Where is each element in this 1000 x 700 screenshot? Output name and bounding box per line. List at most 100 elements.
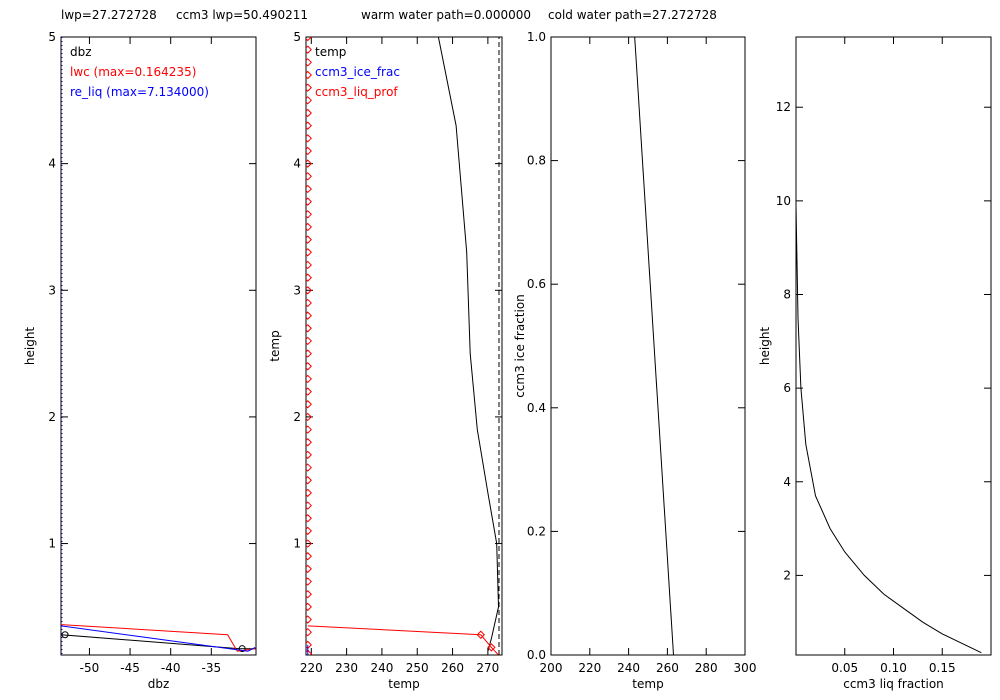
- series-4-1: [796, 205, 982, 654]
- panel-1-plot-area: [61, 37, 256, 655]
- legend-entry-2: temp: [315, 45, 346, 59]
- data-marker: [306, 235, 312, 244]
- series-re-liq-max-7-134000-: [61, 625, 256, 652]
- y-tick-label-1: 1: [48, 537, 56, 551]
- data-marker: [306, 349, 312, 358]
- y-axis-label-3: ccm3 ice fraction: [513, 294, 527, 398]
- header-warm-water-path: warm water path=0.000000: [361, 8, 531, 22]
- data-marker: [306, 248, 312, 257]
- data-marker: [306, 627, 312, 637]
- y-tick-label-2: 2: [293, 410, 301, 424]
- data-marker: [306, 146, 312, 156]
- data-marker: [306, 37, 312, 42]
- x-tick-label-4: 0.15: [929, 661, 956, 675]
- y-tick-label-1: 5: [48, 30, 56, 44]
- y-tick-label-4: 8: [783, 288, 791, 302]
- y-tick-label-3: 0.0: [527, 648, 546, 662]
- header-cold-water-path: cold water path=27.272728: [548, 8, 717, 22]
- x-tick-label-4: 0.10: [880, 661, 907, 675]
- data-marker: [306, 552, 312, 561]
- data-marker: [306, 374, 312, 384]
- data-marker: [306, 108, 312, 118]
- y-axis-label-1: height: [23, 327, 37, 366]
- data-marker: [306, 425, 312, 434]
- x-axis-label-1: dbz: [148, 677, 170, 691]
- data-marker: [306, 336, 312, 346]
- data-marker: [306, 298, 312, 308]
- y-tick-label-4: 4: [783, 475, 791, 489]
- data-marker: [306, 159, 312, 168]
- data-marker: [306, 514, 312, 523]
- y-tick-label-4: 2: [783, 568, 791, 582]
- y-tick-label-3: 0.8: [527, 154, 546, 168]
- data-marker: [306, 260, 312, 270]
- data-marker: [306, 387, 312, 396]
- x-tick-label-2: 260: [441, 661, 464, 675]
- y-tick-label-4: 6: [783, 381, 791, 395]
- data-marker: [306, 463, 312, 472]
- series-lwc-max-0-164235-: [61, 624, 256, 652]
- data-marker: [306, 362, 312, 371]
- data-marker: [306, 121, 312, 130]
- y-tick-label-4: 10: [776, 194, 791, 208]
- legend-entry-2: ccm3_liq_prof: [315, 85, 398, 99]
- data-marker: [306, 539, 312, 548]
- x-tick-label-1: -40: [161, 661, 181, 675]
- x-tick-label-2: 230: [335, 661, 358, 675]
- x-tick-label-2: 250: [406, 661, 429, 675]
- y-tick-label-3: 0.6: [527, 277, 546, 291]
- panel-3-frame: [550, 36, 746, 656]
- header-ccm3-lwp: ccm3 lwp=50.490211: [176, 8, 309, 22]
- data-marker: [306, 324, 312, 333]
- y-axis-label-2: temp: [268, 330, 282, 361]
- data-marker: [306, 564, 312, 574]
- series-dbz: [61, 634, 256, 650]
- legend-entry-1: re_liq (max=7.134000): [70, 85, 209, 99]
- data-marker: [306, 134, 312, 143]
- data-marker: [306, 438, 312, 447]
- data-marker: [306, 450, 312, 460]
- y-tick-label-2: 3: [293, 283, 301, 297]
- chart-panel-4: 0.05 0.10 0.15 2 4 6 8 10 12 ccm3 liq fraction hei…: [758, 36, 992, 691]
- data-marker: [238, 645, 246, 653]
- panel-3-plot-area: [634, 37, 674, 655]
- chart-panel-2: 220 230 240 250 260 270 1 2 3 4 5 temp temp temp ccm3_…: [268, 30, 503, 691]
- y-tick-label-2: 1: [293, 537, 301, 551]
- data-marker: [306, 526, 312, 536]
- panel-2-plot-area: [306, 37, 500, 655]
- legend-entry-2: ccm3_ice_frac: [315, 65, 400, 79]
- data-marker: [306, 197, 312, 206]
- panel-4-frame: [795, 36, 992, 656]
- chart-panel-1: -50 -45 -40 -35 1 2 3 4 5 dbz height dbz lwc (max=0.…: [23, 30, 257, 691]
- y-tick-label-3: 1.0: [527, 30, 546, 44]
- data-marker: [306, 70, 312, 80]
- x-tick-label-1: -50: [80, 661, 100, 675]
- data-marker: [306, 222, 312, 232]
- x-tick-label-2: 220: [300, 661, 323, 675]
- data-marker: [306, 400, 312, 409]
- data-marker: [306, 286, 312, 295]
- y-axis-label-4: height: [758, 327, 772, 366]
- data-marker: [306, 476, 312, 485]
- data-marker: [306, 615, 312, 624]
- data-marker: [487, 643, 496, 652]
- y-tick-label-1: 2: [48, 410, 56, 424]
- x-tick-label-3: 220: [578, 661, 601, 675]
- data-marker: [306, 649, 312, 655]
- x-axis-label-4: ccm3 liq fraction: [843, 677, 944, 691]
- data-marker: [61, 631, 69, 639]
- x-tick-label-3: 280: [695, 661, 718, 675]
- x-tick-label-1: -35: [202, 661, 222, 675]
- series-temp: [437, 37, 500, 652]
- data-marker: [306, 58, 312, 67]
- panel-2-frame: [305, 36, 503, 656]
- x-tick-label-1: -45: [120, 661, 140, 675]
- data-marker: [306, 172, 312, 181]
- data-marker: [306, 311, 312, 320]
- x-tick-label-3: 200: [540, 661, 563, 675]
- x-axis-label-2: temp: [388, 677, 419, 691]
- x-axis-label-3: temp: [632, 677, 663, 691]
- data-marker: [476, 630, 486, 639]
- y-tick-label-2: 5: [293, 30, 301, 44]
- y-tick-label-3: 0.2: [527, 524, 546, 538]
